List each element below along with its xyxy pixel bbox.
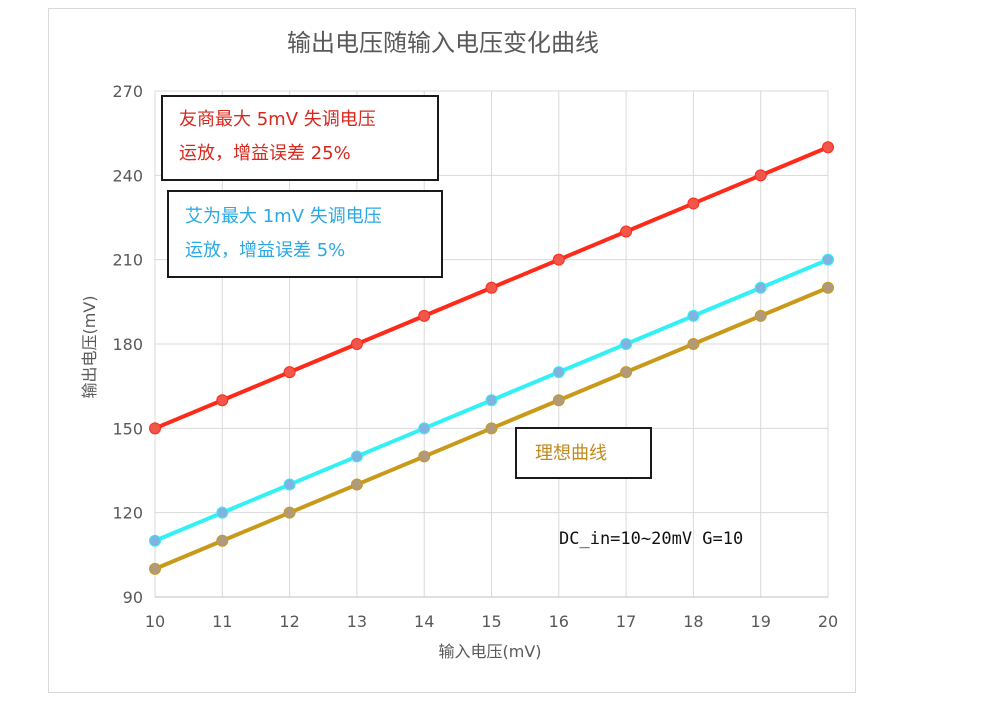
- x-tick-label: 16: [549, 612, 569, 631]
- data-point-aiwei: [687, 309, 700, 322]
- data-point-competitor: [149, 422, 161, 435]
- competitor-annotation-line1: 友商最大 5mV 失调电压: [179, 109, 376, 130]
- x-tick-label: 20: [818, 612, 838, 631]
- data-point-ideal: [754, 309, 767, 322]
- data-point-ideal: [687, 338, 700, 350]
- data-point-aiwei: [149, 534, 161, 547]
- data-point-ideal: [620, 366, 633, 379]
- data-point-ideal: [216, 534, 229, 547]
- x-tick-label: 15: [481, 612, 501, 631]
- data-point-ideal: [485, 422, 498, 435]
- data-point-competitor: [552, 253, 565, 266]
- data-point-competitor: [216, 394, 229, 407]
- x-tick-label: 18: [683, 612, 703, 631]
- data-point-ideal: [822, 281, 834, 294]
- y-tick-label: 240: [112, 166, 143, 185]
- data-point-aiwei: [822, 253, 834, 266]
- data-point-ideal: [350, 478, 363, 491]
- x-axis-ticks: 10 11 12 13 14 15 16 17 18 19 20: [145, 612, 838, 631]
- params-annotation: DC_in=10~20mV G=10: [559, 529, 744, 549]
- data-point-aiwei: [350, 450, 363, 463]
- data-point-competitor: [754, 169, 767, 182]
- data-point-ideal: [418, 450, 431, 463]
- y-tick-label: 210: [112, 251, 143, 270]
- data-point-competitor: [350, 338, 363, 350]
- data-point-competitor: [687, 197, 700, 210]
- y-axis-label: 输出电压(mV): [80, 295, 99, 398]
- ideal-annotation-label: 理想曲线: [535, 443, 607, 464]
- chart-frame: 输出电压随输入电压变化曲线 90 120 150 180 210 240 270 10 11 1…: [48, 8, 856, 693]
- y-tick-label: 270: [112, 82, 143, 101]
- aiwei-annotation-line1: 艾为最大 1mV 失调电压: [185, 206, 382, 227]
- data-point-ideal: [283, 506, 296, 519]
- data-point-competitor: [620, 225, 633, 238]
- data-point-aiwei: [216, 506, 229, 519]
- data-point-aiwei: [620, 338, 633, 350]
- data-point-aiwei: [485, 394, 498, 407]
- aiwei-annotation-box: 艾为最大 1mV 失调电压 运放，增益误差 5%: [167, 190, 443, 278]
- x-tick-label: 11: [212, 612, 232, 631]
- ideal-annotation-box: 理想曲线: [515, 427, 652, 479]
- y-tick-label: 180: [112, 335, 143, 354]
- aiwei-annotation-line2: 运放，增益误差 5%: [185, 240, 346, 261]
- data-point-aiwei: [754, 281, 767, 294]
- x-axis-label: 输入电压(mV): [438, 642, 541, 661]
- x-tick-label: 13: [347, 612, 367, 631]
- competitor-annotation-line2: 运放，增益误差 25%: [179, 143, 351, 164]
- x-tick-label: 12: [279, 612, 299, 631]
- y-axis-ticks: 90 120 150 180 210 240 270: [112, 82, 143, 607]
- data-point-aiwei: [283, 478, 296, 491]
- x-tick-label: 10: [145, 612, 165, 631]
- series-group: [149, 141, 834, 575]
- x-tick-label: 14: [414, 612, 434, 631]
- data-point-competitor: [822, 141, 834, 154]
- competitor-annotation-box: 友商最大 5mV 失调电压 运放，增益误差 25%: [161, 95, 439, 181]
- chart-title: 输出电压随输入电压变化曲线: [287, 29, 599, 57]
- y-tick-label: 90: [123, 588, 143, 607]
- x-tick-label: 17: [616, 612, 636, 631]
- data-point-competitor: [485, 281, 498, 294]
- y-tick-label: 150: [112, 419, 143, 438]
- data-point-competitor: [418, 309, 431, 322]
- data-point-aiwei: [418, 422, 431, 435]
- data-point-competitor: [283, 366, 296, 379]
- x-tick-label: 19: [751, 612, 771, 631]
- data-point-ideal: [552, 394, 565, 407]
- y-tick-label: 120: [112, 504, 143, 523]
- data-point-ideal: [149, 562, 161, 575]
- data-point-aiwei: [552, 366, 565, 379]
